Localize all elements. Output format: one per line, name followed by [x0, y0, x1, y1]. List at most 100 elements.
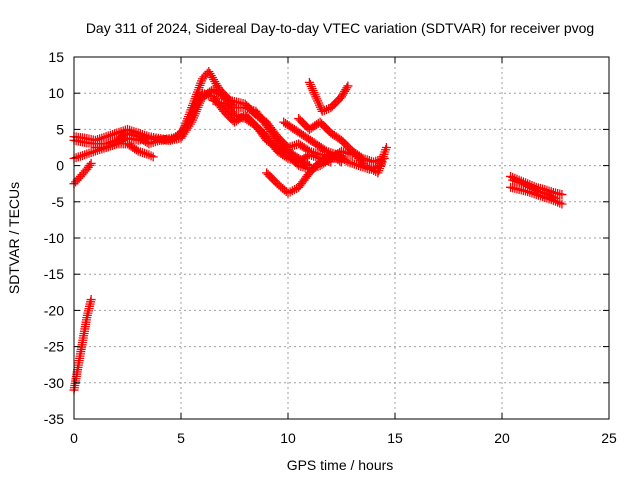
data-point — [217, 98, 227, 108]
data-point — [78, 150, 88, 160]
data-point — [196, 78, 206, 88]
data-point — [86, 148, 96, 158]
data-point — [112, 128, 122, 138]
data-point — [142, 131, 152, 141]
data-point — [101, 132, 111, 142]
data-point — [310, 90, 320, 100]
data-point — [303, 145, 313, 155]
data-point — [85, 160, 95, 170]
data-point — [140, 148, 150, 158]
data-point — [234, 111, 244, 121]
data-point — [349, 159, 359, 169]
data-point — [137, 129, 147, 139]
series-track-f — [262, 150, 336, 198]
data-point — [125, 125, 135, 135]
data-point — [311, 148, 321, 158]
data-point — [306, 81, 316, 91]
data-point — [311, 92, 321, 102]
data-point — [127, 126, 137, 136]
data-point — [193, 85, 203, 95]
data-point — [105, 141, 115, 151]
chart-title: Day 311 of 2024, Sidereal Day-to-day VTE… — [86, 20, 594, 36]
data-point — [247, 105, 257, 115]
data-point — [242, 103, 252, 113]
data-point — [557, 190, 567, 200]
data-point — [378, 152, 388, 162]
x-tick-label: 15 — [387, 430, 403, 446]
y-tick-label: -25 — [44, 339, 64, 355]
data-point — [523, 181, 533, 191]
data-point — [314, 98, 324, 108]
data-point — [283, 188, 293, 198]
data-point — [191, 107, 201, 117]
data-point — [312, 94, 322, 104]
data-point — [133, 128, 143, 138]
data-point — [324, 147, 334, 157]
y-tick-label: 15 — [48, 49, 64, 65]
data-point — [320, 145, 330, 155]
data-point — [307, 147, 317, 157]
data-point — [551, 193, 560, 203]
data-point — [148, 152, 158, 162]
data-point — [195, 80, 205, 90]
data-point — [144, 150, 154, 160]
data-point — [304, 77, 314, 87]
data-point — [103, 142, 113, 152]
data-point — [244, 104, 254, 114]
data-point — [341, 156, 351, 166]
series-track-h — [304, 77, 353, 116]
data-point — [518, 179, 528, 189]
data-point — [294, 161, 304, 171]
data-point — [84, 148, 94, 158]
data-point — [546, 191, 556, 201]
y-tick-label: -35 — [44, 411, 64, 427]
data-point — [195, 98, 205, 108]
data-point — [105, 130, 115, 140]
grid-lines — [74, 57, 609, 419]
data-point — [304, 146, 314, 156]
data-point — [305, 79, 315, 89]
data-point — [75, 151, 85, 161]
data-point — [287, 141, 297, 151]
series-track-b — [69, 66, 346, 167]
data-point — [512, 177, 522, 187]
data-point — [140, 130, 150, 140]
data-point — [114, 127, 124, 137]
data-point — [516, 178, 526, 188]
data-point — [210, 96, 220, 106]
data-point — [212, 97, 222, 107]
data-point — [197, 76, 207, 86]
y-tick-label: -15 — [44, 266, 64, 282]
x-tick-label: 10 — [280, 430, 296, 446]
data-point — [309, 88, 319, 98]
data-point — [322, 146, 332, 156]
data-point — [380, 147, 390, 157]
y-tick-label: -5 — [52, 194, 65, 210]
data-point — [553, 197, 563, 207]
data-series — [69, 66, 567, 395]
data-point — [71, 153, 81, 163]
data-point — [307, 84, 317, 94]
data-point — [185, 119, 195, 129]
data-point — [343, 157, 353, 167]
data-point — [131, 127, 141, 137]
data-point — [110, 129, 120, 139]
data-point — [521, 180, 531, 190]
data-point — [97, 133, 107, 143]
series-track-d — [90, 139, 158, 162]
data-point — [525, 182, 535, 192]
x-tick-label: 25 — [601, 430, 617, 446]
data-point — [375, 163, 385, 173]
data-point — [308, 86, 318, 96]
x-tick-label: 0 — [70, 430, 78, 446]
data-point — [289, 185, 299, 195]
data-point — [236, 112, 246, 122]
data-point — [326, 148, 336, 158]
y-tick-label: 5 — [56, 121, 64, 137]
series-track-c — [69, 85, 314, 171]
series-track-early-descending — [69, 295, 96, 395]
series-track-e — [208, 95, 357, 174]
data-point — [377, 157, 387, 167]
data-point — [548, 192, 558, 202]
